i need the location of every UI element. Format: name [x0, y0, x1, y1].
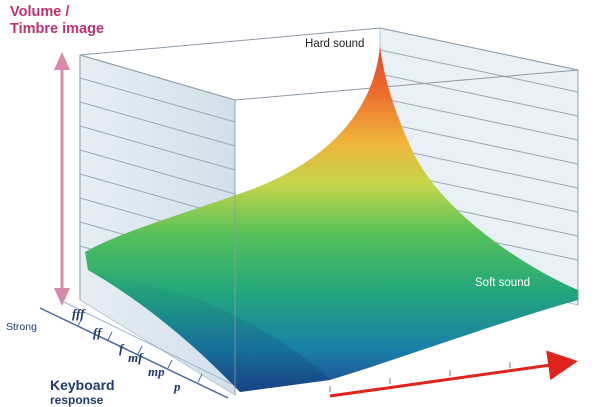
- strong-label: Strong: [6, 321, 37, 333]
- dynamic-p: p: [174, 379, 181, 394]
- dynamic-fff: fff: [72, 306, 85, 321]
- hard-sound-label: Hard sound: [305, 38, 365, 50]
- keyboard-label-line1: Keyboard: [50, 377, 115, 393]
- surface-shadow: [88, 270, 330, 392]
- volume-timbre-label: Volume / Timbre image: [10, 4, 104, 38]
- keyboard-axis: [39, 299, 233, 399]
- dynamic-ff: ff: [93, 325, 102, 340]
- box-edges: [79, 27, 579, 305]
- soft-sound-label: Soft sound: [475, 277, 530, 289]
- keyboard-label-line2: response: [50, 393, 104, 407]
- dynamic-f: f: [119, 341, 124, 356]
- volume-label-line1: Volume /: [10, 4, 70, 20]
- volume-axis-arrow: [54, 52, 70, 306]
- dynamic-mf: mf: [128, 350, 143, 365]
- red-axis-arrow: [329, 350, 578, 398]
- volume-label-line2: Timbre image: [10, 21, 105, 37]
- dynamic-mp: mp: [148, 364, 165, 379]
